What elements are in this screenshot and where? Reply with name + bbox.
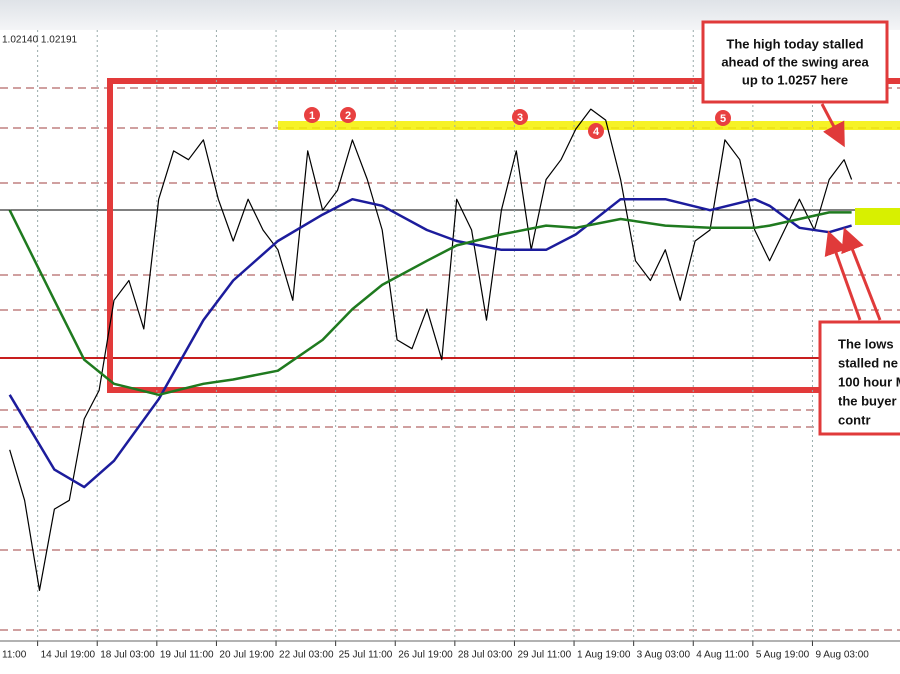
moving-average (8, 209, 852, 397)
marker-dot (715, 110, 731, 126)
annotation-text: 100 hour M (838, 374, 900, 389)
marker-dot (340, 107, 356, 123)
annotation-text: ahead of the swing area (721, 54, 869, 69)
price-line (9, 108, 853, 591)
price-header: 1.02140 1.02191 (2, 35, 78, 46)
x-tick-label: 25 Jul 11:00 (339, 650, 393, 661)
moving-average (8, 197, 852, 489)
marker-label: 1 (309, 110, 315, 122)
x-tick-label: 28 Jul 03:00 (458, 650, 513, 661)
annotation-text: stalled ne (838, 355, 898, 370)
marker-label: 4 (593, 126, 600, 138)
x-tick-label: 18 Jul 03:00 (100, 650, 155, 661)
annotations: The high today stalled ahead of the swing… (701, 20, 900, 436)
price-levels (0, 78, 900, 631)
annotation-text: up to 1.0257 here (742, 72, 848, 87)
annotation-text: the buyer (838, 393, 897, 408)
marker-dot (304, 107, 320, 123)
x-tick-label: 5 Aug 19:00 (756, 650, 810, 661)
plot (8, 108, 853, 591)
marker-label: 2 (345, 110, 351, 122)
marker-label: 3 (517, 112, 523, 124)
grid (37, 30, 813, 646)
annotation-text: The high today stalled (726, 36, 863, 51)
marker-dot (512, 109, 528, 125)
x-tick-label: 22 Jul 03:00 (279, 650, 334, 661)
marker-label: 5 (720, 113, 726, 125)
x-tick-label: 20 Jul 19:00 (219, 650, 274, 661)
x-tick-label: 4 Aug 11:00 (696, 650, 749, 661)
x-tick-label: 29 Jul 11:00 (517, 650, 571, 661)
annotation-text: The lows (838, 336, 894, 351)
x-tick-label: 26 Jul 19:00 (398, 650, 453, 661)
annotation-text: contr (838, 412, 871, 427)
x-tick-label: 19 Jul 11:00 (160, 650, 214, 661)
x-tick-label: 9 Aug 03:00 (815, 650, 869, 661)
x-tick-label: 1 Aug 19:00 (577, 650, 631, 661)
x-tick-label: 14 Jul 19:00 (41, 650, 96, 661)
x-tick-label: 3 Aug 03:00 (637, 650, 691, 661)
marker-dot (588, 123, 604, 139)
x-tick-label: 11:00 (2, 650, 27, 661)
